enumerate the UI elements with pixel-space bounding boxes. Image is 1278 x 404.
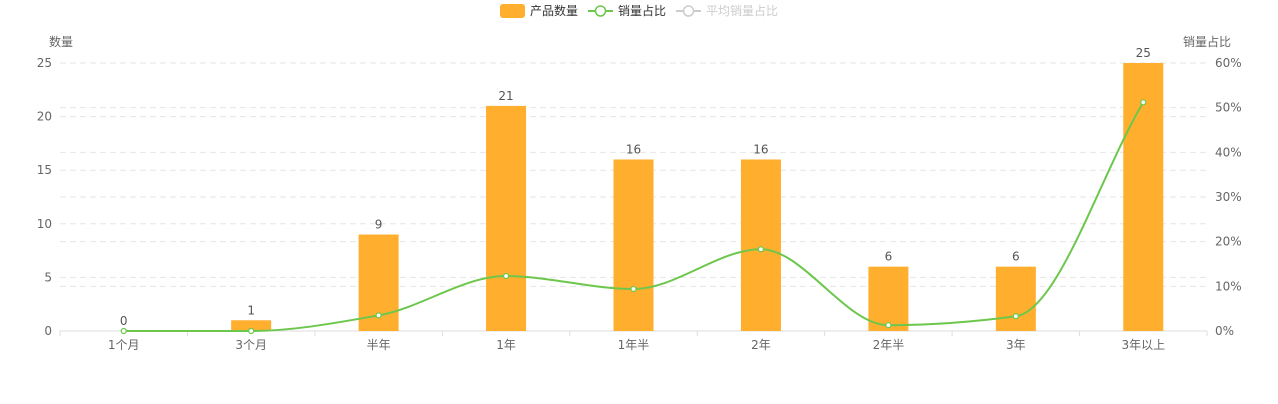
y-right-tick-label: 50% [1215, 101, 1242, 115]
bar-data-label: 0 [120, 314, 128, 328]
bar-data-label: 25 [1136, 46, 1151, 60]
bar [740, 159, 781, 331]
legend-bar-icon [500, 4, 525, 18]
share-line-point [630, 285, 637, 293]
y-right-tick-label: 60% [1215, 56, 1242, 70]
bar-data-label: 9 [375, 218, 383, 232]
x-tick-label: 2年半 [873, 338, 905, 352]
share-line-point [1140, 99, 1147, 106]
y-left-axis-title: 数量 [49, 34, 73, 49]
legend-item[interactable]: 产品数量 [500, 3, 578, 18]
bar [613, 159, 654, 331]
bar-data-label: 6 [885, 250, 893, 264]
legend-marker-icon [594, 5, 607, 17]
x-tick-label: 3年以上 [1121, 338, 1165, 352]
y-right-tick-label: 20% [1215, 235, 1242, 249]
legend-label: 销量占比 [618, 3, 666, 18]
share-line-point [885, 322, 892, 329]
legend-marker-icon [682, 5, 695, 17]
legend-item[interactable]: 平均销量占比 [676, 3, 778, 18]
bar [231, 320, 272, 331]
x-tick-label: 1年 [496, 338, 516, 352]
x-tick-label: 3年 [1006, 338, 1026, 352]
bar-data-label: 21 [498, 89, 513, 103]
y-left-tick-label: 25 [37, 56, 52, 70]
share-line-point [1012, 313, 1019, 320]
bar-data-label: 6 [1012, 250, 1020, 264]
bar [868, 266, 909, 331]
y-left-tick-label: 5 [44, 270, 52, 284]
bar [995, 266, 1036, 331]
share-line-point [502, 272, 510, 280]
y-right-tick-label: 0% [1215, 324, 1234, 338]
bar-data-label: 16 [626, 142, 641, 156]
y-right-tick-label: 10% [1215, 279, 1242, 293]
bar-data-label: 16 [753, 142, 768, 156]
x-tick-label: 3个月 [235, 338, 267, 352]
y-right-tick-label: 30% [1215, 190, 1242, 204]
x-tick-label: 1个月 [108, 338, 140, 352]
y-left-tick-label: 0 [44, 324, 52, 338]
legend-label: 产品数量 [530, 3, 578, 18]
x-tick-label: 半年 [367, 338, 391, 352]
share-line-point [120, 327, 127, 335]
share-line-point [757, 246, 765, 253]
legend-label: 平均销量占比 [706, 3, 778, 18]
share-line-point [248, 327, 255, 335]
y-left-tick-label: 20 [37, 110, 52, 124]
y-left-tick-label: 15 [37, 163, 52, 177]
bar [486, 105, 527, 331]
bar-data-label: 1 [247, 303, 255, 317]
legend-item[interactable]: 销量占比 [588, 3, 666, 18]
share-line-point [375, 312, 382, 319]
bar [1123, 63, 1164, 331]
y-right-axis-title: 销量占比 [1183, 34, 1231, 49]
y-right-tick-label: 40% [1215, 145, 1242, 159]
y-left-tick-label: 10 [37, 217, 52, 231]
x-tick-label: 2年 [751, 338, 771, 352]
x-tick-label: 1年半 [618, 338, 650, 352]
